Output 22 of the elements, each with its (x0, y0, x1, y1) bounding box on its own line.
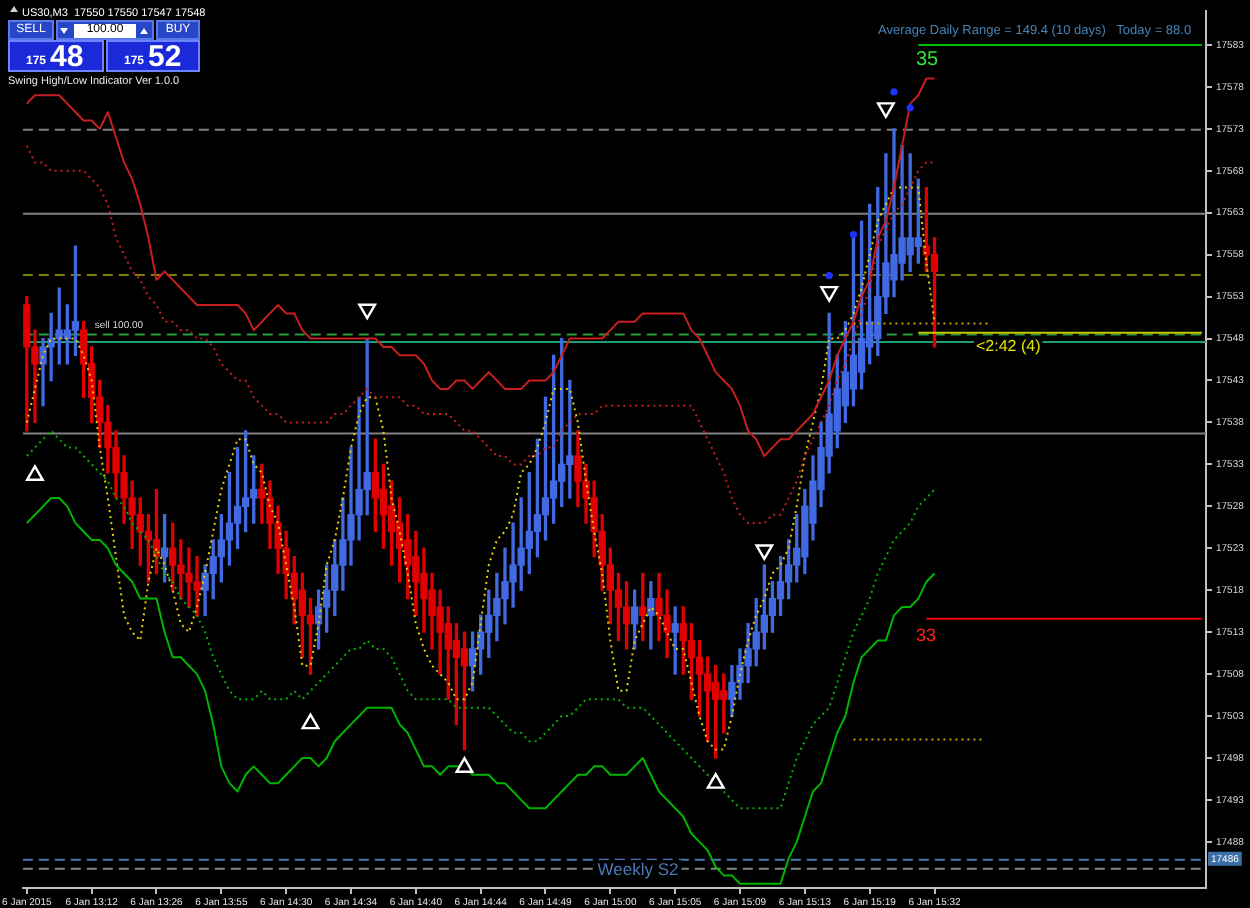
line-series (25, 429, 936, 810)
point (876, 102, 895, 119)
point (455, 757, 474, 773)
point (906, 104, 914, 112)
point (820, 285, 839, 302)
ref-line-label: Weekly S2 (597, 859, 680, 880)
point (25, 465, 44, 481)
line-series (25, 186, 936, 751)
annotation: <2:42 (4) (976, 336, 1042, 355)
annotation: 33 (916, 624, 937, 645)
annotation: 48 (50, 40, 84, 74)
annotation: 52 (148, 40, 182, 74)
point (706, 772, 725, 789)
point (890, 88, 898, 96)
point (825, 272, 833, 280)
candlestick (193, 555, 201, 617)
candlestick (647, 581, 655, 650)
point (849, 230, 858, 239)
point (301, 713, 320, 730)
point (358, 303, 377, 320)
annotation: 35 (916, 48, 940, 71)
candlestick (185, 547, 193, 608)
